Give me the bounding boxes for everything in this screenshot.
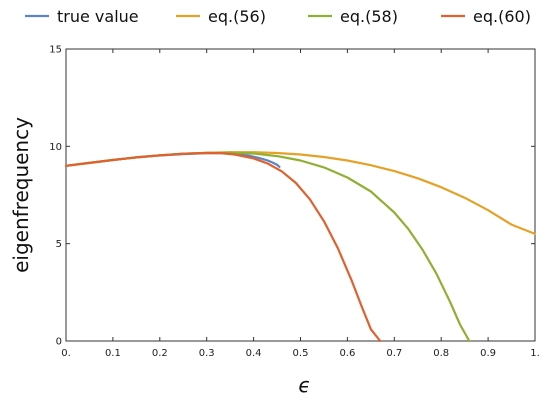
- x-axis-title: ϵ: [298, 373, 310, 397]
- x-tick-label: 0.6: [339, 348, 355, 359]
- x-tick-label: 0.7: [386, 348, 402, 359]
- legend: true value eq.(56) eq.(58) eq.(60): [25, 7, 531, 26]
- y-tick-label: 10: [49, 142, 62, 153]
- legend-item: eq.(58): [308, 7, 398, 26]
- plot-area: 0. 0.1 0.2 0.3 0.4 0.5 0.6 0.7 0.8 0.9 1. 0 5 10 15: [49, 45, 540, 360]
- legend-label: eq.(60): [473, 7, 531, 26]
- legend-label: eq.(58): [340, 7, 398, 26]
- series-line: [64, 151, 471, 343]
- x-tick-label: 0.3: [199, 348, 215, 359]
- legend-label: true value: [57, 7, 139, 26]
- y-axis: 0 5 10 15: [49, 45, 535, 348]
- series-line: [64, 151, 537, 235]
- y-tick-label: 5: [56, 239, 62, 250]
- series-line: [64, 151, 382, 343]
- x-axis: 0. 0.1 0.2 0.3 0.4 0.5 0.6 0.7 0.8 0.9 1.: [61, 49, 540, 359]
- y-tick-label: 15: [49, 45, 62, 56]
- plot-frame: [65, 48, 536, 342]
- x-tick-label: 1.: [530, 348, 540, 359]
- x-tick-label: 0.9: [480, 348, 496, 359]
- legend-item: eq.(56): [176, 7, 266, 26]
- x-tick-label: 0.4: [246, 348, 262, 359]
- legend-item: true value: [25, 7, 139, 26]
- legend-item: eq.(60): [441, 7, 531, 26]
- series-group: [64, 151, 537, 343]
- x-tick-label: 0.2: [152, 348, 168, 359]
- x-tick-label: 0.1: [105, 348, 121, 359]
- x-tick-label: 0.5: [293, 348, 309, 359]
- legend-label: eq.(56): [208, 7, 266, 26]
- y-tick-label: 0: [56, 337, 62, 348]
- x-tick-label: 0.8: [433, 348, 449, 359]
- x-tick-label: 0.: [61, 348, 71, 359]
- y-axis-title: eigenfrequency: [9, 117, 33, 273]
